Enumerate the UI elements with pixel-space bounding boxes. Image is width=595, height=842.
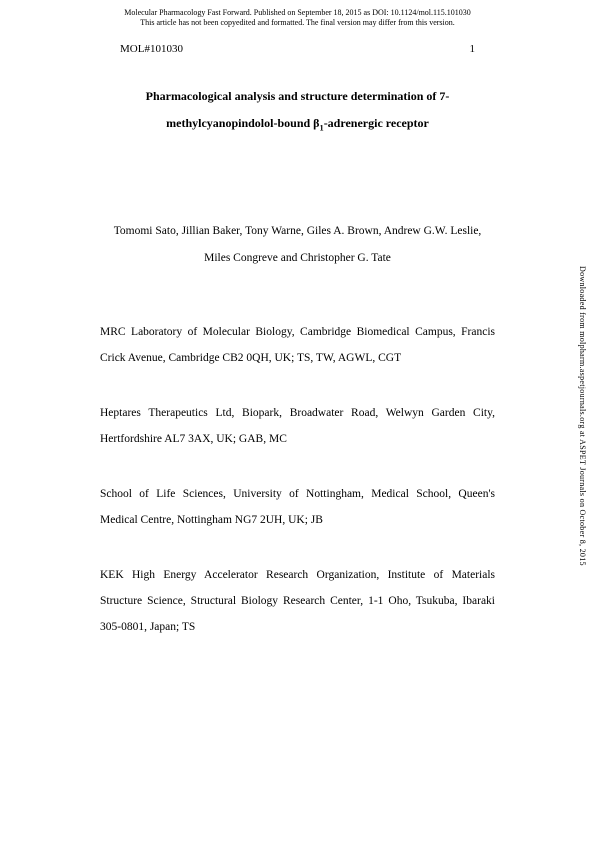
affiliation-4: KEK High Energy Accelerator Research Org… bbox=[0, 562, 595, 641]
page-number: 1 bbox=[470, 43, 476, 55]
authors-line-1: Tomomi Sato, Jillian Baker, Tony Warne, … bbox=[100, 218, 495, 244]
title-line-2: methylcyanopindolol-bound β1-adrenergic … bbox=[120, 110, 475, 138]
article-title: Pharmacological analysis and structure d… bbox=[0, 55, 595, 138]
affiliation-1: MRC Laboratory of Molecular Biology, Cam… bbox=[0, 319, 595, 372]
running-header: MOL#101030 1 bbox=[0, 29, 595, 55]
author-list: Tomomi Sato, Jillian Baker, Tony Warne, … bbox=[0, 138, 595, 271]
download-watermark: Downloaded from molpharm.aspetjournals.o… bbox=[578, 266, 587, 566]
running-head-label: MOL#101030 bbox=[120, 43, 183, 55]
notice-line-1: Molecular Pharmacology Fast Forward. Pub… bbox=[0, 8, 595, 18]
title-line-2-post: -adrenergic receptor bbox=[324, 116, 429, 130]
title-line-2-pre: methylcyanopindolol-bound β bbox=[166, 116, 319, 130]
affiliation-2: Heptares Therapeutics Ltd, Biopark, Broa… bbox=[0, 400, 595, 453]
affiliation-3: School of Life Sciences, University of N… bbox=[0, 481, 595, 534]
authors-line-2: Miles Congreve and Christopher G. Tate bbox=[100, 245, 495, 271]
publication-notice: Molecular Pharmacology Fast Forward. Pub… bbox=[0, 0, 595, 29]
notice-line-2: This article has not been copyedited and… bbox=[0, 18, 595, 28]
title-line-1: Pharmacological analysis and structure d… bbox=[120, 83, 475, 111]
